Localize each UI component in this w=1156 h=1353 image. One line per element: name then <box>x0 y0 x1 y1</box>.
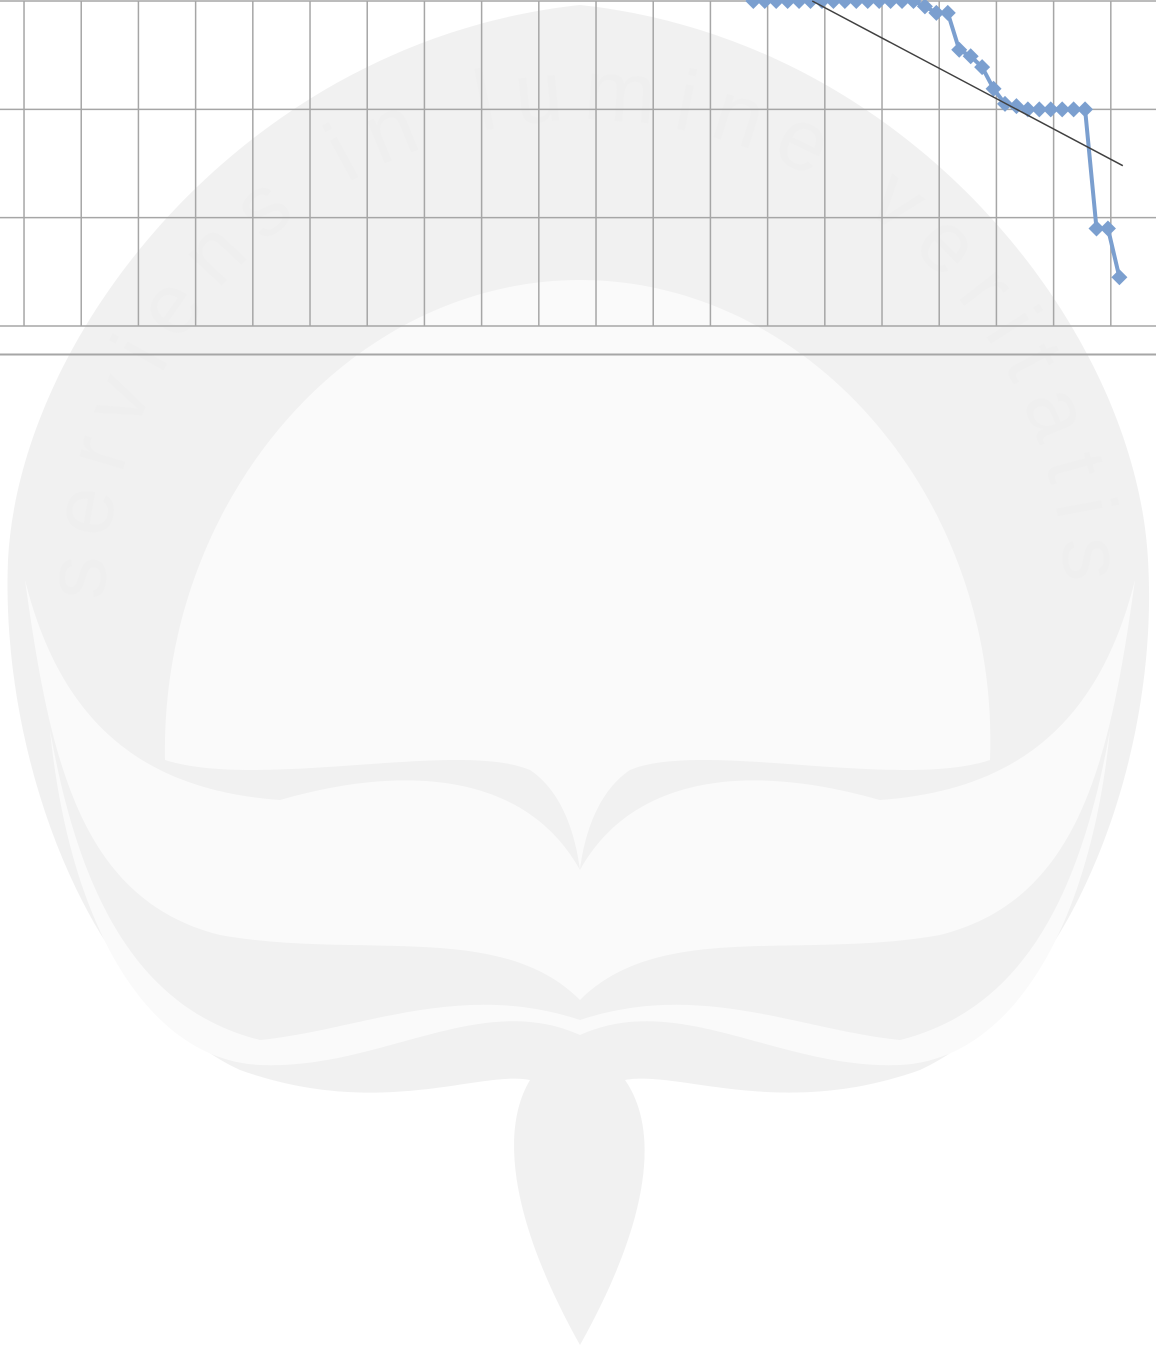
data-point <box>871 0 888 9</box>
data-point <box>745 0 762 9</box>
data-point <box>1065 101 1082 118</box>
data-point <box>1042 101 1059 118</box>
data-point <box>791 0 808 9</box>
data-point <box>1077 101 1094 118</box>
data-point <box>1088 220 1105 237</box>
data-point <box>905 0 922 9</box>
data-point <box>985 80 1002 97</box>
data-point <box>1031 101 1048 118</box>
logo-wing-upper <box>25 580 1135 1000</box>
data-point <box>882 0 899 9</box>
data-point <box>1111 269 1128 286</box>
data-point <box>951 41 968 58</box>
data-point <box>1054 101 1071 118</box>
data-point <box>848 0 865 9</box>
data-point <box>825 0 842 9</box>
data-point <box>974 59 991 76</box>
data-point <box>1099 220 1116 237</box>
data-point <box>836 0 853 9</box>
watermark-logo: serviens in lumine veritatis <box>7 5 1150 1345</box>
data-point <box>1008 98 1025 115</box>
data-point <box>894 0 911 9</box>
data-point <box>779 0 796 9</box>
data-point <box>928 4 945 21</box>
data-point <box>859 0 876 9</box>
data-point <box>813 0 830 9</box>
data-point <box>768 0 785 9</box>
data-point <box>916 0 933 15</box>
data-point <box>962 48 979 65</box>
chart <box>0 0 1156 327</box>
data-point <box>756 0 773 9</box>
logo-sun <box>164 280 991 870</box>
data-point <box>939 4 956 21</box>
trendline <box>811 0 1124 167</box>
